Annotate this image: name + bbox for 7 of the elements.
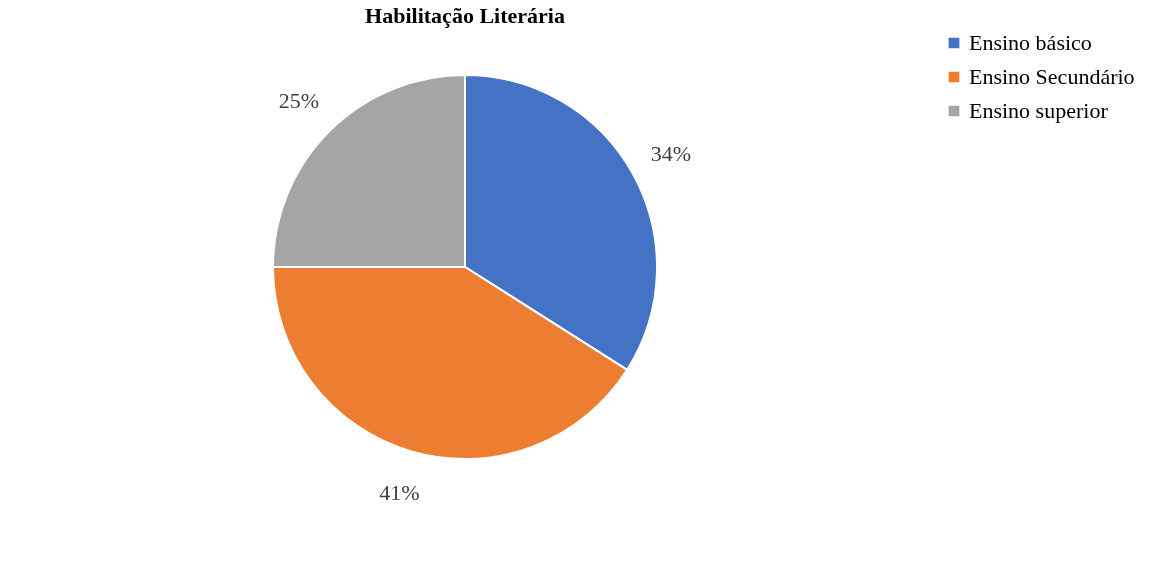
legend-label: Ensino superior bbox=[969, 98, 1109, 123]
data-label: 34% bbox=[650, 140, 692, 166]
legend-label: Ensino Secundário bbox=[969, 64, 1135, 89]
legend-label: Ensino básico bbox=[969, 30, 1092, 55]
data-label: 41% bbox=[379, 479, 420, 505]
data-label: 25% bbox=[278, 87, 319, 113]
chart-title: Habilitação Literária bbox=[365, 3, 565, 28]
